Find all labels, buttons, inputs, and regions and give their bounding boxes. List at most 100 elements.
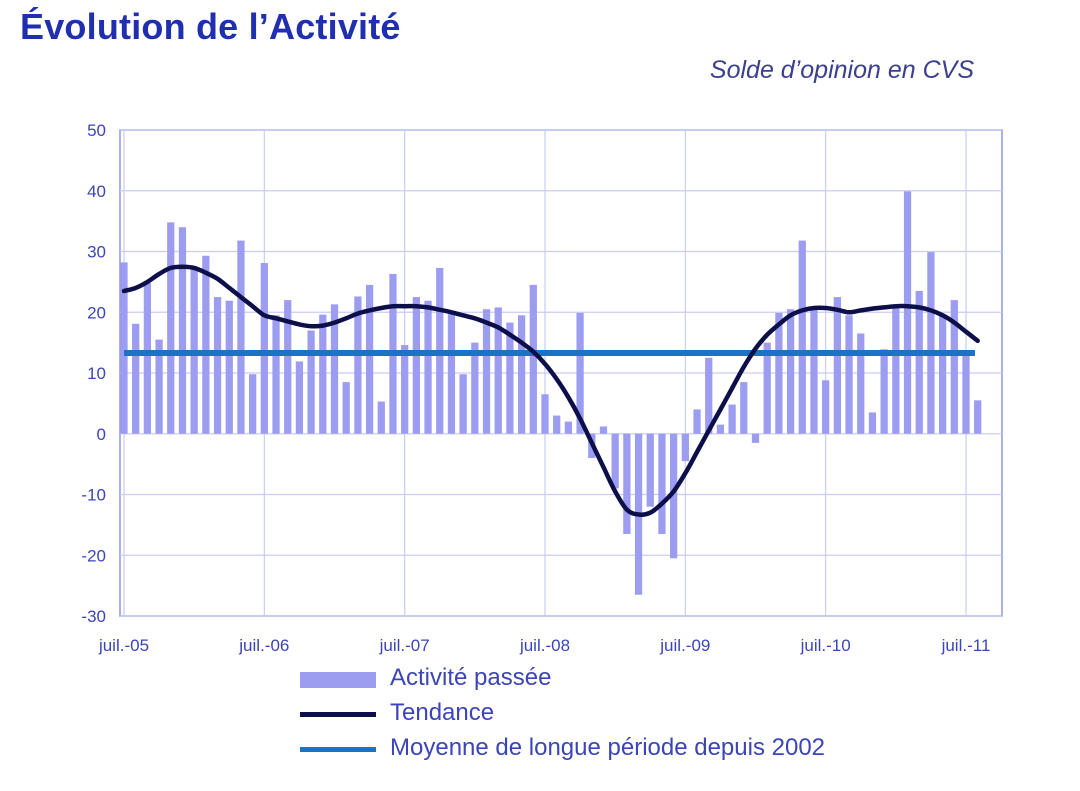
y-tick-label: 30 [87, 243, 106, 262]
bar [178, 227, 187, 434]
bar [915, 290, 923, 434]
bar [728, 404, 736, 434]
bar [810, 309, 818, 434]
bar [225, 300, 233, 434]
bar [412, 297, 420, 434]
bar [365, 284, 374, 434]
bar [213, 297, 222, 434]
legend-swatch-trend [300, 712, 376, 717]
x-axis: juil.-05 juil.-06 juil.-07 juil.-08 juil.-09… [98, 636, 990, 655]
bar [529, 284, 537, 434]
bar [763, 342, 771, 434]
legend-label: Moyenne de longue période depuis 2002 [390, 734, 826, 761]
y-tick-label: -30 [81, 607, 106, 626]
legend-swatch-average [300, 747, 376, 752]
bar [775, 312, 783, 434]
bar [927, 252, 935, 434]
bar [740, 382, 748, 434]
bar [903, 191, 912, 434]
bar [868, 412, 877, 434]
bar [833, 297, 841, 434]
bar [564, 421, 573, 434]
bar [974, 400, 982, 434]
bar [447, 311, 456, 434]
x-tick-label: juil.-11 [941, 636, 991, 655]
bar [471, 342, 479, 434]
bar [646, 433, 654, 507]
bar [786, 309, 795, 434]
bar [623, 433, 631, 534]
bar [880, 349, 888, 434]
chart-title: Évolution de l’Activité [20, 6, 401, 47]
bar [342, 382, 350, 434]
bar [143, 283, 152, 434]
bar [319, 314, 327, 434]
bar [132, 323, 140, 434]
legend-swatch-bars [300, 672, 376, 688]
bar [670, 433, 678, 559]
y-tick-label: -20 [81, 546, 106, 565]
bar [307, 330, 315, 434]
bar [611, 433, 619, 489]
bar [482, 309, 491, 434]
bar [541, 394, 549, 434]
bar [377, 401, 385, 434]
bar [599, 426, 608, 434]
bar [822, 380, 830, 434]
bar [658, 433, 666, 534]
bar-series [120, 191, 982, 595]
bar [798, 240, 806, 434]
legend-item-moyenne: Moyenne de longue période depuis 2002 [300, 734, 900, 764]
bar [237, 240, 245, 434]
bar [506, 322, 514, 434]
legend-item-activite: Activité passée [300, 664, 900, 694]
bar [892, 307, 900, 434]
grid-lines [119, 129, 1003, 617]
trend-line [121, 264, 980, 517]
bar [424, 300, 432, 434]
legend-label: Tendance [390, 699, 495, 726]
x-tick-label: juil.-08 [519, 636, 570, 655]
bar [272, 315, 280, 434]
bar [494, 307, 502, 434]
x-tick-label: juil.-10 [800, 636, 851, 655]
bar [751, 433, 760, 443]
y-tick-label: 0 [97, 425, 106, 444]
bar [167, 222, 175, 434]
bar [120, 262, 128, 434]
y-tick-label: -10 [81, 486, 106, 505]
x-tick-label: juil.-09 [659, 636, 710, 655]
x-tick-label: juil.-07 [379, 636, 430, 655]
bar [155, 339, 163, 434]
bar [576, 312, 584, 434]
y-tick-label: 40 [87, 182, 106, 201]
bar [716, 424, 725, 434]
bar [857, 333, 865, 434]
y-axis: 50 40 30 20 10 0 -10 -20 -30 [81, 121, 106, 626]
bar [284, 300, 292, 434]
bar [459, 374, 467, 434]
bar [693, 409, 701, 434]
bar [202, 255, 210, 434]
bar [354, 296, 362, 434]
trend-line-group [121, 264, 980, 517]
legend-label: Activité passée [390, 664, 552, 691]
bar [962, 354, 970, 434]
bar [330, 304, 339, 434]
bar [260, 263, 268, 434]
y-tick-label: 50 [87, 121, 106, 140]
bar [295, 361, 304, 434]
bar [401, 345, 409, 434]
bar [705, 357, 713, 434]
x-tick-label: juil.-05 [98, 636, 149, 655]
bar [681, 433, 689, 462]
y-tick-label: 20 [87, 303, 106, 322]
chart-subtitle: Solde d’opinion en CVS [709, 56, 974, 84]
bar [517, 315, 526, 434]
bar [845, 315, 853, 434]
bar [950, 300, 958, 434]
legend-item-tendance: Tendance [300, 699, 900, 729]
y-tick-label: 10 [87, 364, 106, 383]
bar [249, 374, 257, 434]
